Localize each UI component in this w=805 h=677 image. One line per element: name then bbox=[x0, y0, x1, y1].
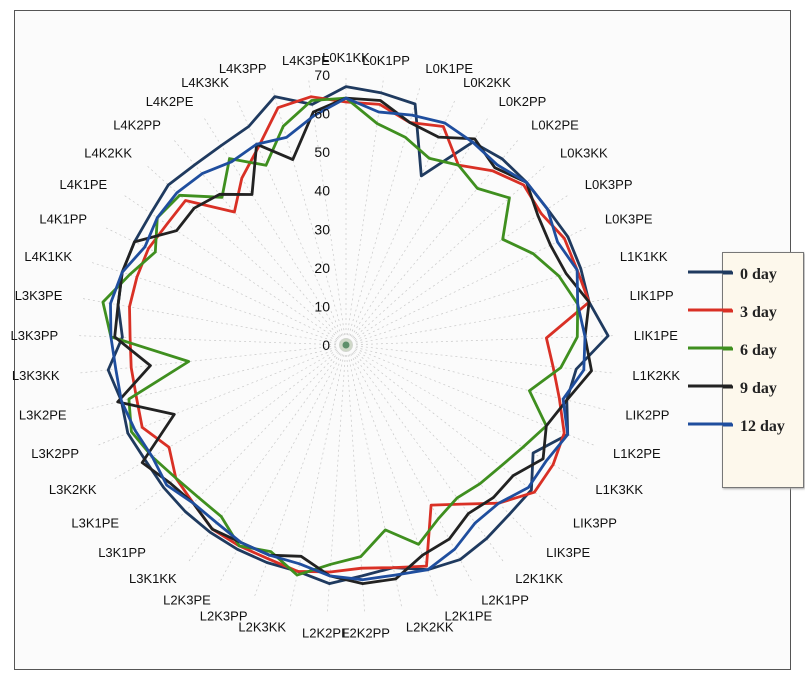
radial-gridline bbox=[218, 344, 347, 584]
radial-gridline bbox=[103, 226, 347, 346]
radial-gridline bbox=[345, 344, 580, 481]
series-line bbox=[109, 96, 587, 582]
radial-tick-label: 0 bbox=[322, 337, 330, 353]
category-label: L4K2PE bbox=[146, 94, 194, 109]
radial-gridline bbox=[345, 344, 505, 564]
radial-gridline bbox=[83, 344, 347, 411]
series-line bbox=[106, 85, 610, 585]
radial-gridline bbox=[89, 261, 347, 346]
category-label: LIK2PP bbox=[625, 408, 669, 423]
category-label: L3K3KK bbox=[12, 368, 60, 383]
category-label: L3K1PP bbox=[98, 545, 146, 560]
category-label: L4K3KK bbox=[181, 75, 229, 90]
category-label: L1K2KK bbox=[632, 368, 680, 383]
radial-gridline bbox=[345, 344, 474, 584]
radial-gridline bbox=[235, 98, 347, 346]
category-label: L3K3PE bbox=[15, 288, 63, 303]
category-label: L4K1PP bbox=[39, 212, 87, 227]
category-label: LIK1PP bbox=[630, 288, 674, 303]
radial-gridline bbox=[80, 297, 347, 346]
category-label: L0K3KK bbox=[560, 145, 608, 160]
category-label: L3K1PE bbox=[71, 515, 119, 530]
category-label: L4K1PE bbox=[59, 177, 107, 192]
category-label: L2K1PE bbox=[445, 609, 493, 624]
category-label: LIK3PP bbox=[573, 515, 617, 530]
category-label: L1K1KK bbox=[620, 249, 668, 264]
radial-gridline bbox=[187, 344, 347, 564]
category-label: L0K3PE bbox=[605, 212, 653, 227]
radial-tick-label: 20 bbox=[314, 260, 330, 276]
radial-gridline bbox=[345, 137, 520, 346]
radial-tick-labels: 0 10 20 30 40 50 60 70 bbox=[314, 67, 330, 353]
radial-gridline bbox=[308, 77, 347, 346]
category-label: L2K3KK bbox=[238, 620, 286, 635]
category-label: L0K3PP bbox=[585, 177, 633, 192]
series-line bbox=[113, 96, 593, 585]
radial-gridline bbox=[345, 164, 547, 346]
radial-gridline bbox=[326, 344, 347, 615]
category-label: L2K1PP bbox=[481, 592, 529, 607]
radial-tick-label: 50 bbox=[314, 144, 330, 160]
radial-gridline bbox=[345, 226, 589, 346]
category-label: L0K2PP bbox=[499, 94, 547, 109]
category-label: L0K1PP bbox=[362, 53, 410, 68]
radial-gridline bbox=[112, 344, 347, 481]
radial-gridline bbox=[158, 344, 347, 540]
radial-gridline bbox=[345, 344, 366, 615]
category-label: L4K3PE bbox=[282, 53, 330, 68]
legend: 0 day 3 day 6 day 9 day 12 day bbox=[689, 252, 804, 488]
category-label: L2K2PP bbox=[342, 625, 390, 640]
radial-gridline bbox=[345, 344, 615, 374]
category-label: L2K2KK bbox=[406, 620, 454, 635]
legend-items: 0 day 3 day 6 day 9 day 12 day bbox=[689, 266, 785, 435]
category-label: L4K3PP bbox=[219, 61, 267, 76]
category-label: L3K1KK bbox=[129, 571, 177, 586]
legend-label: 12 day bbox=[740, 418, 785, 435]
legend-label: 3 day bbox=[740, 304, 777, 321]
series-layer bbox=[101, 85, 610, 585]
radial-gridline bbox=[345, 344, 534, 540]
radial-gridline bbox=[122, 193, 347, 346]
category-label: L4K2KK bbox=[84, 145, 132, 160]
radial-gridline bbox=[345, 344, 560, 512]
legend-label: 9 day bbox=[740, 380, 777, 397]
category-label: L3K2KK bbox=[49, 482, 97, 497]
legend-label: 0 day bbox=[740, 266, 777, 283]
center-marker bbox=[339, 338, 353, 352]
category-label: L0K1PE bbox=[425, 61, 473, 76]
category-label: LIK3PE bbox=[546, 545, 590, 560]
category-label: L0K2KK bbox=[463, 75, 511, 90]
radial-gridline bbox=[345, 297, 612, 346]
radial-tick-label: 40 bbox=[314, 183, 330, 199]
category-label: L1K2PE bbox=[613, 446, 661, 461]
category-label: L0K2PE bbox=[531, 117, 579, 132]
category-label: L1K3KK bbox=[595, 482, 643, 497]
radial-tick-label: 30 bbox=[314, 221, 330, 237]
category-label: L4K1KK bbox=[24, 249, 72, 264]
radial-gridline bbox=[202, 115, 347, 346]
radial-tick-label: 70 bbox=[314, 67, 330, 83]
radial-gridline bbox=[345, 261, 603, 346]
category-label: L2K1KK bbox=[515, 571, 563, 586]
category-label: L0K1KK bbox=[322, 50, 370, 65]
radial-gridline bbox=[345, 193, 570, 346]
category-label: L3K2PE bbox=[19, 408, 67, 423]
category-label: L2K2PE bbox=[302, 625, 350, 640]
category-label: L2K3PE bbox=[163, 592, 211, 607]
radial-gridline bbox=[345, 115, 490, 346]
legend-label: 6 day bbox=[740, 342, 777, 359]
radial-gridline bbox=[345, 77, 384, 346]
category-label: L3K2PP bbox=[31, 446, 79, 461]
category-label: L3K3PP bbox=[10, 328, 58, 343]
radial-gridline bbox=[345, 98, 457, 346]
category-label: L4K2PP bbox=[113, 117, 161, 132]
radial-tick-label: 60 bbox=[314, 106, 330, 122]
category-label: LIK1PE bbox=[634, 328, 678, 343]
radial-gridline bbox=[345, 85, 421, 346]
category-label: L2K3PP bbox=[200, 609, 248, 624]
radial-tick-label: 10 bbox=[314, 298, 330, 314]
chart-frame bbox=[14, 10, 791, 670]
